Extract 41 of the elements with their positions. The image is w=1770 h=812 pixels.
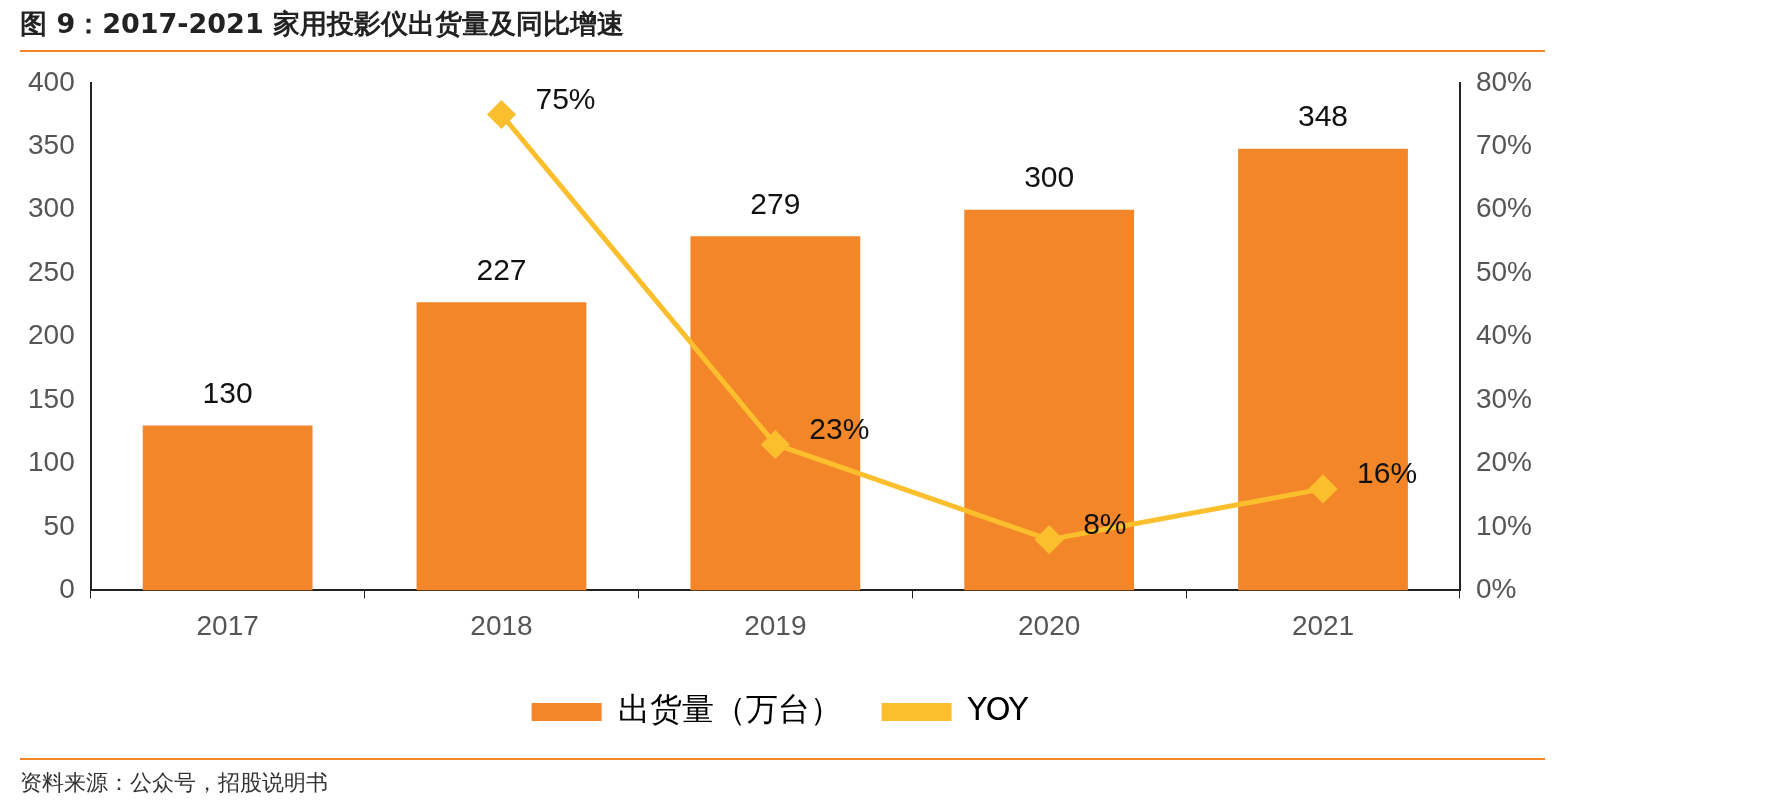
bar	[416, 302, 587, 591]
y-tick-label: 200	[28, 319, 75, 351]
point	[1309, 475, 1337, 503]
y-tick-label: 100	[28, 446, 75, 478]
y-tick-label: 400	[28, 65, 75, 97]
data-label: 300	[1024, 159, 1075, 193]
y-tick-label: 50	[43, 509, 75, 541]
legend-label: 出货量（万台）	[617, 690, 842, 729]
y2-tick-label: 80%	[1475, 65, 1533, 97]
point	[1035, 526, 1063, 554]
point	[761, 430, 789, 458]
y2-tick-label: 30%	[1475, 382, 1533, 414]
data-label: 279	[750, 186, 801, 220]
data-label: 8%	[1083, 506, 1127, 540]
y-tick-label: 150	[28, 382, 75, 414]
y2-tick-label: 40%	[1475, 319, 1533, 351]
text: 资料来源：公众号，招股说明书	[20, 758, 1545, 798]
data-label: 227	[476, 252, 527, 286]
y-tick-label: 350	[28, 128, 75, 160]
y2-tick-label: 60%	[1475, 192, 1533, 224]
y2-tick-label: 70%	[1475, 128, 1533, 160]
data-label: 130	[202, 375, 253, 409]
x-tick-label: 2017	[196, 609, 259, 641]
x-tick-label: 2018	[470, 609, 533, 641]
x-tick-label: 2019	[744, 609, 807, 641]
x-tick-label: 2020	[1018, 609, 1081, 641]
y2-tick-label: 50%	[1475, 255, 1533, 287]
y-tick-label: 0	[59, 573, 75, 605]
y2-tick-label: 0%	[1475, 573, 1517, 605]
bar	[964, 209, 1135, 591]
data-label: 348	[1298, 99, 1349, 133]
y2-tick-label: 10%	[1475, 509, 1533, 541]
chart-title: 图 9：2017-2021 家用投影仪出货量及同比增速	[20, 6, 1545, 52]
point	[487, 101, 515, 129]
y-tick-label: 300	[28, 192, 75, 224]
data-label: 75%	[535, 81, 596, 115]
bar	[142, 425, 313, 591]
legend-label: YOY	[966, 690, 1029, 729]
y2-tick-label: 20%	[1475, 446, 1533, 478]
x-tick-label: 2021	[1291, 609, 1355, 641]
y-tick-label: 250	[28, 255, 75, 287]
